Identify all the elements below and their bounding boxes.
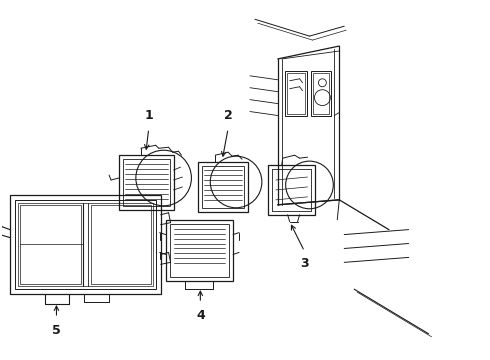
Bar [123,159,170,206]
Bar [10,195,161,294]
Text: 2: 2 [224,109,233,122]
Bar [91,205,151,284]
Bar [198,162,248,212]
Bar [18,203,153,286]
Bar [166,220,233,281]
Bar [20,205,81,284]
Text: 1: 1 [145,109,153,122]
Bar [287,73,305,113]
Bar [285,71,307,116]
Bar [314,73,329,113]
Bar [170,224,229,277]
Bar [15,200,156,289]
Bar [312,71,331,116]
Bar [119,155,173,210]
Bar [202,166,244,208]
Text: 5: 5 [52,324,61,337]
Text: 3: 3 [300,257,309,270]
Bar [268,165,316,215]
Text: 4: 4 [196,309,205,322]
